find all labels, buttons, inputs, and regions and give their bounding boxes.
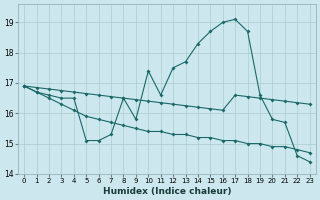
X-axis label: Humidex (Indice chaleur): Humidex (Indice chaleur): [103, 187, 231, 196]
